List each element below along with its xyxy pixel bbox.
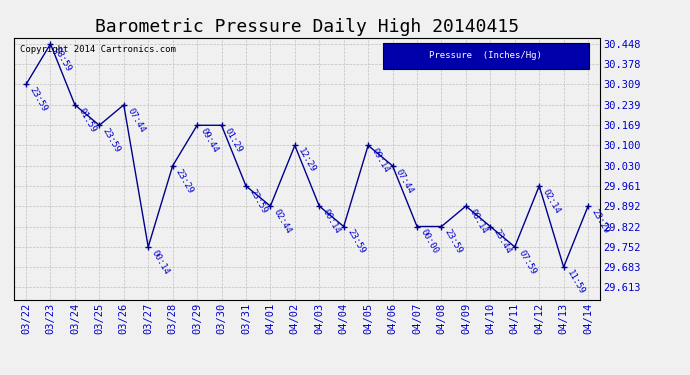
Text: 23:29: 23:29	[589, 207, 611, 235]
Text: 23:29: 23:29	[174, 167, 195, 195]
Text: 02:14: 02:14	[540, 188, 562, 215]
Text: 12:29: 12:29	[296, 147, 317, 175]
Text: 23:59: 23:59	[247, 188, 268, 215]
Text: 01:59: 01:59	[77, 106, 97, 134]
Text: 08:14: 08:14	[467, 207, 489, 235]
Text: 23:59: 23:59	[28, 86, 48, 114]
Text: 00:00: 00:00	[418, 228, 440, 256]
Text: 23:59: 23:59	[101, 127, 122, 154]
Text: 09:14: 09:14	[370, 147, 391, 175]
Text: 11:59: 11:59	[565, 268, 586, 296]
Text: 09:44: 09:44	[199, 127, 219, 154]
Text: 08:59: 08:59	[52, 45, 73, 73]
Text: Copyright 2014 Cartronics.com: Copyright 2014 Cartronics.com	[19, 45, 175, 54]
Text: 00:14: 00:14	[321, 207, 342, 235]
Text: 23:59: 23:59	[345, 228, 366, 256]
Text: 01:29: 01:29	[223, 127, 244, 154]
Title: Barometric Pressure Daily High 20140415: Barometric Pressure Daily High 20140415	[95, 18, 519, 36]
Text: 07:44: 07:44	[394, 167, 415, 195]
Bar	[384, 43, 589, 69]
Text: 02:44: 02:44	[272, 207, 293, 235]
Text: 23:59: 23:59	[443, 228, 464, 256]
Text: 23:44: 23:44	[492, 228, 513, 256]
Text: Pressure  (Inches/Hg): Pressure (Inches/Hg)	[429, 51, 542, 60]
Text: 07:59: 07:59	[516, 248, 538, 276]
Text: 07:44: 07:44	[125, 106, 146, 134]
Text: 00:14: 00:14	[150, 248, 171, 276]
